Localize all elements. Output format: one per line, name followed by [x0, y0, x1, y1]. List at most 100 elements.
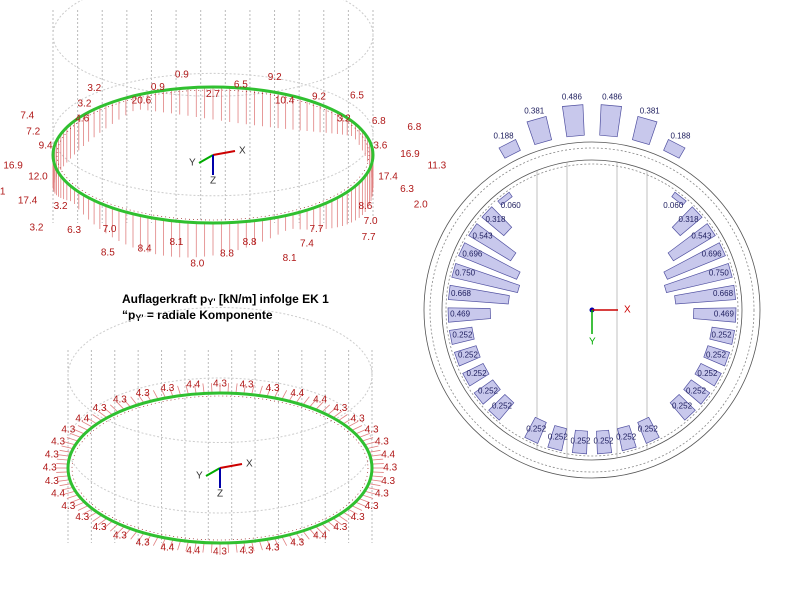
load-hatch — [309, 528, 317, 538]
load-hatch — [109, 523, 119, 532]
load-hatch — [364, 490, 377, 495]
load-value-label: 0.252 — [697, 369, 718, 378]
load-hatch — [281, 390, 288, 400]
load-value-label: 7.0 — [103, 224, 117, 235]
load-hatch — [193, 542, 197, 553]
load-value-label: 4.3 — [375, 489, 389, 500]
load-hatch — [332, 410, 343, 419]
load-hatch — [251, 384, 255, 395]
load-value-label: 0.381 — [524, 106, 545, 115]
axis-label: Y — [196, 471, 203, 482]
load-value-label: 0.696 — [702, 249, 723, 258]
load-hatch — [327, 520, 337, 529]
load-value-label: 8.0 — [190, 259, 204, 270]
axis-y — [198, 154, 214, 164]
load-hatch — [370, 454, 383, 457]
load-hatch — [193, 383, 197, 394]
load-value-label: 2.7 — [206, 89, 220, 100]
load-hatch — [295, 394, 303, 404]
load-bar — [617, 425, 637, 452]
load-hatch — [73, 501, 85, 507]
load-hatch — [66, 437, 79, 442]
load-hatch — [243, 383, 247, 394]
load-hatch — [82, 508, 93, 515]
load-hatch — [351, 505, 363, 511]
ring — [441, 159, 743, 461]
load-hatch — [355, 501, 367, 507]
load-value-label: 8.4 — [138, 244, 152, 255]
axis-label: Y — [189, 158, 196, 169]
load-value-label: 4.3 — [213, 379, 227, 390]
load-hatch — [355, 429, 367, 435]
load-bar — [571, 429, 588, 455]
load-value-label: 4.4 — [186, 546, 200, 557]
load-value-label: 4.3 — [351, 413, 365, 424]
load-hatch — [109, 404, 119, 413]
load-value-label: 0.252 — [458, 350, 479, 359]
load-value-label: 4.3 — [365, 425, 379, 436]
load-hatch — [63, 490, 76, 495]
load-bar — [481, 206, 513, 237]
load-hatch — [70, 498, 82, 503]
load-hatch — [332, 517, 343, 526]
load-hatch — [160, 388, 166, 399]
load-hatch — [145, 534, 152, 544]
load-value-label: 7.4 — [300, 239, 314, 250]
load-value-label: 0.252 — [593, 437, 614, 446]
load-hatch — [123, 398, 131, 408]
load-bar — [526, 115, 553, 146]
load-value-label: 0.9 — [151, 82, 165, 93]
axis-label: Y — [589, 337, 596, 348]
load-value-label: 0.252 — [672, 402, 693, 411]
load-hatch — [59, 449, 72, 453]
load-value-label: 7.2 — [26, 126, 40, 137]
load-value-label: 4.3 — [375, 437, 389, 448]
load-hatch — [371, 458, 384, 461]
load-hatch — [211, 542, 213, 553]
load-hatch — [168, 387, 174, 397]
load-hatch — [61, 445, 74, 449]
load-bar — [448, 326, 475, 345]
load-bar — [498, 139, 521, 159]
load-value-label: 0.9 — [175, 69, 189, 80]
load-hatch — [103, 407, 113, 416]
load-hatch — [321, 523, 331, 532]
load-value-label: 0.060 — [501, 201, 522, 210]
load-hatch — [103, 520, 113, 529]
load-hatch — [77, 505, 89, 511]
load-hatch — [281, 536, 288, 546]
load-hatch — [152, 390, 159, 400]
load-value-label: 4.3 — [136, 388, 150, 399]
load-value-label: 8.5 — [101, 248, 115, 259]
axis-label: X — [246, 459, 253, 470]
load-value-label: 4.3 — [93, 522, 107, 533]
load-value-label: 4.3 — [333, 522, 347, 533]
load-hatch — [92, 514, 103, 522]
load-hatch — [361, 494, 374, 499]
load-value-label: 16.9 — [3, 161, 23, 172]
load-hatch — [315, 401, 324, 410]
load-bar — [694, 362, 722, 387]
load-hatch — [211, 383, 213, 394]
load-value-label: 7.7 — [309, 224, 323, 235]
load-value-label: 0.750 — [709, 269, 730, 278]
load-hatch — [295, 532, 303, 542]
load-value-label: 4.3 — [61, 501, 75, 512]
load-hatch — [82, 421, 93, 428]
load-bar — [468, 223, 517, 262]
load-value-label: 4.3 — [61, 425, 75, 436]
load-hatch — [266, 387, 272, 397]
axis-label: Z — [210, 176, 216, 187]
load-hatch — [266, 539, 272, 549]
load-value-label: 0.469 — [714, 310, 735, 319]
load-value-label: 4.3 — [93, 403, 107, 414]
load-value-label: 0.252 — [467, 369, 488, 378]
load-value-label: 0.252 — [706, 350, 727, 359]
load-value-label: 0.252 — [548, 433, 569, 442]
load-value-label: 0.318 — [485, 215, 506, 224]
load-bar — [488, 394, 515, 421]
load-hatch — [56, 458, 69, 461]
load-value-label: 0.668 — [713, 289, 734, 298]
load-value-label: 4.3 — [45, 450, 59, 461]
load-value-label: 4.3 — [266, 383, 280, 394]
